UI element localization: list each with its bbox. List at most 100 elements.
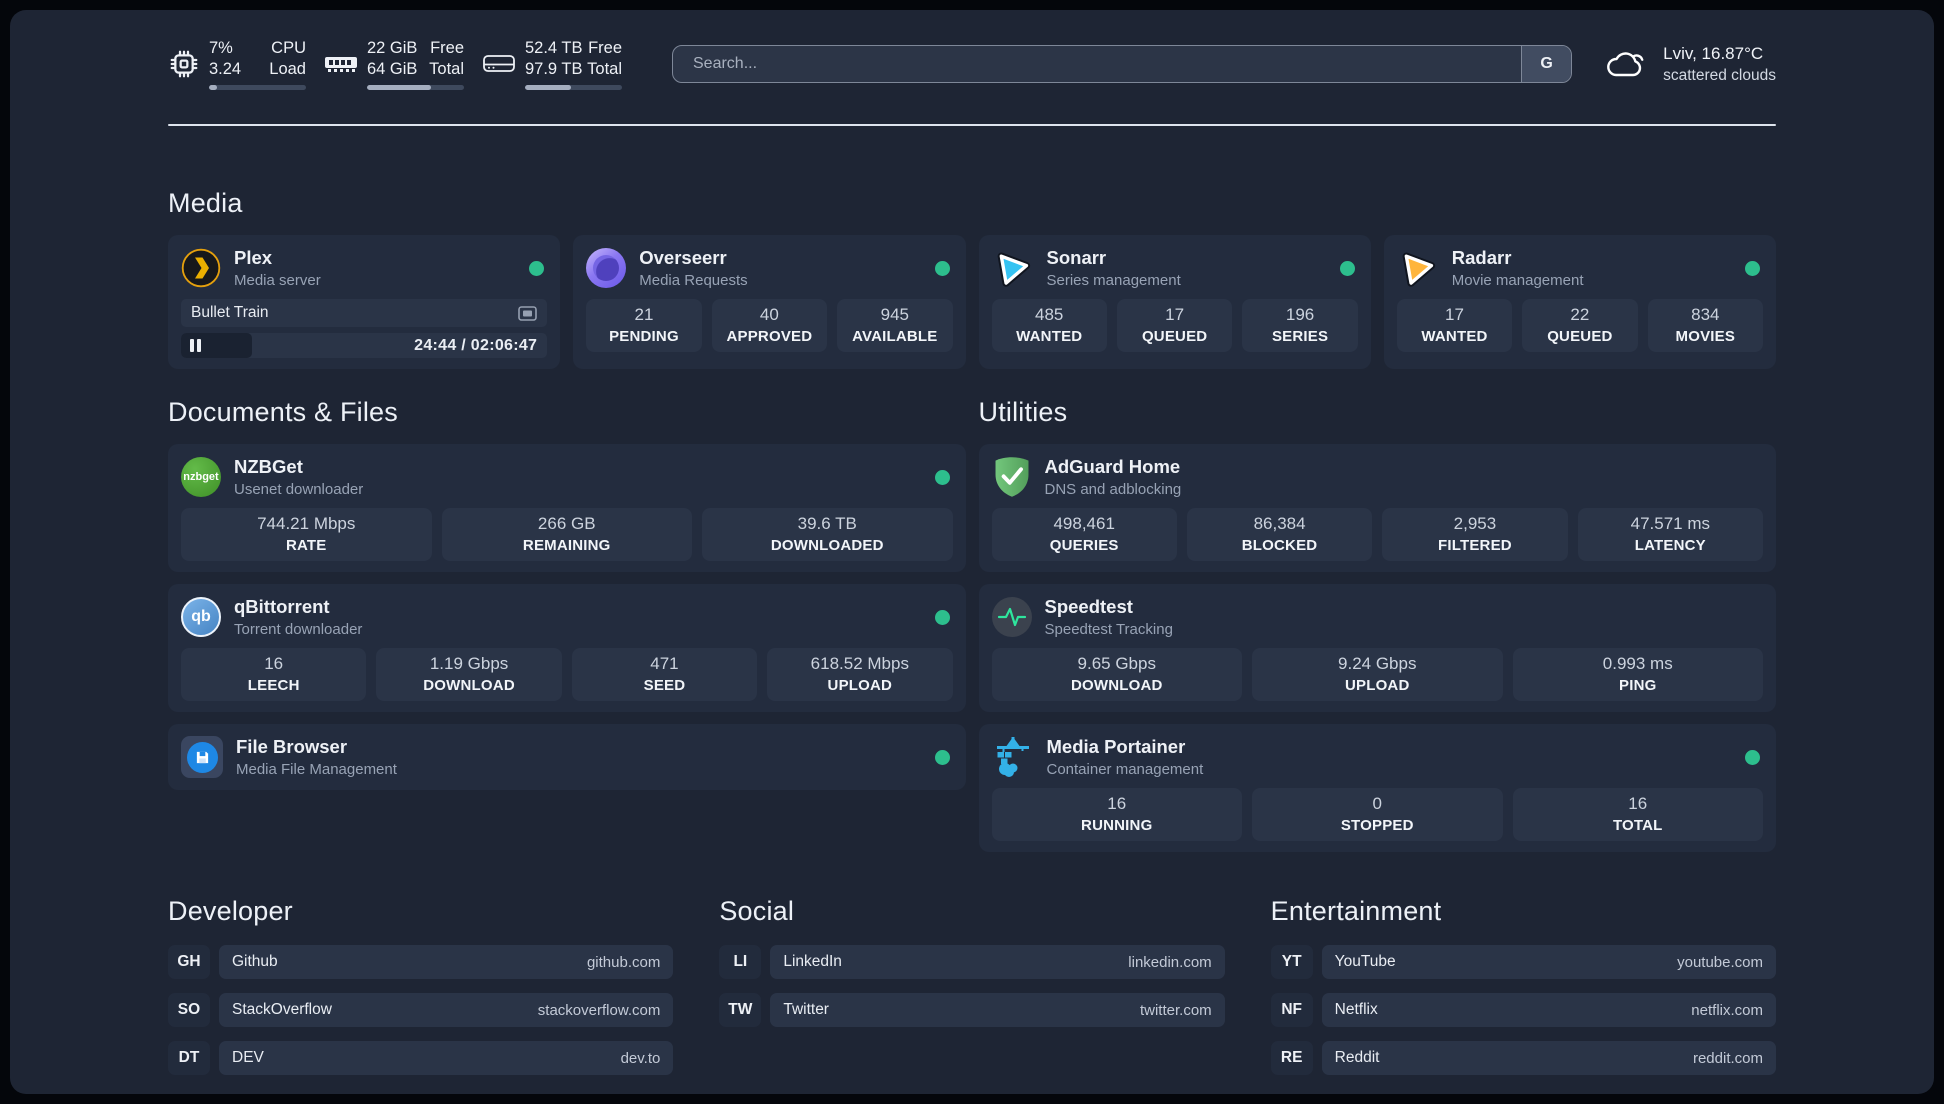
topbar-divider (168, 124, 1776, 126)
bookmark-name: LinkedIn (783, 953, 842, 970)
status-dot (1339, 260, 1355, 276)
app-card-filebrowser[interactable]: File Browser Media File Management (168, 724, 966, 790)
app-card-sonarr[interactable]: Sonarr Series management 485 WANTED 17 Q… (978, 235, 1371, 369)
bookmark-abbr[interactable]: RE (1270, 1041, 1313, 1075)
app-card-adguard[interactable]: AdGuard Home DNS and adblocking 498,461 … (978, 444, 1776, 572)
stat-tile: 618.52 Mbps UPLOAD (767, 648, 953, 701)
app-card-nzbget[interactable]: nzbget NZBGet Usenet downloader 744.21 M… (168, 444, 966, 572)
stat-tile: 0 STOPPED (1252, 788, 1503, 841)
app-name: Radarr (1451, 247, 1512, 269)
bookmark-reddit[interactable]: RE Reddit reddit.com (1270, 1041, 1776, 1075)
search-engine-button[interactable]: G (1521, 46, 1572, 82)
stat-tile: 744.21 Mbps RATE (181, 508, 432, 561)
status-dot (934, 469, 950, 485)
bookmark-twitter[interactable]: TW Twitter twitter.com (719, 993, 1225, 1027)
status-dot (934, 609, 950, 625)
app-card-radarr[interactable]: Radarr Movie management 17 WANTED 22 QUE… (1383, 235, 1776, 369)
section-title-social: Social (719, 896, 795, 926)
app-description: Series management (1046, 271, 1181, 289)
app-card-qbittorrent[interactable]: qb qBittorrent Torrent downloader 16 LEE… (168, 584, 966, 712)
memory-progress-bar (367, 85, 464, 91)
app-name: NZBGet (234, 456, 303, 478)
app-description: Torrent downloader (234, 620, 363, 638)
stat-tile: 16 RUNNING (991, 788, 1242, 841)
entertainment-section: Entertainment YT YouTube youtube.com NF … (1270, 896, 1776, 1075)
now-playing-title-bar: Bullet Train (181, 299, 548, 327)
bookmark-github[interactable]: GH Github github.com (168, 945, 674, 979)
search-input[interactable] (673, 55, 1522, 73)
cpu-progress-bar (209, 85, 306, 91)
bookmark-url: stackoverflow.com (537, 1001, 661, 1019)
stat-tile: 17 WANTED (1396, 299, 1513, 352)
stat-tile: 498,461 QUERIES (991, 508, 1177, 561)
app-name: Sonarr (1046, 247, 1107, 269)
app-description: Container management (1046, 760, 1204, 778)
sonarr-icon (992, 247, 1034, 289)
developer-section: Developer GH Github github.com SO StackO… (168, 896, 674, 1075)
bookmark-netflix[interactable]: NF Netflix netflix.com (1270, 993, 1776, 1027)
section-title-entertainment: Entertainment (1270, 896, 1442, 926)
app-description: Media server (234, 271, 321, 289)
stat-tile: 16 LEECH (181, 648, 367, 701)
status-dot (934, 260, 950, 276)
disk-values: 52.4 TB 97.9 TB (525, 38, 583, 78)
bookmark-youtube[interactable]: YT YouTube youtube.com (1270, 945, 1776, 979)
memory-icon (324, 52, 358, 76)
status-dot (934, 749, 950, 765)
app-description: Movie management (1451, 271, 1584, 289)
disk-widget: 52.4 TB 97.9 TB Free Total (482, 38, 622, 91)
search-bar: G (672, 45, 1573, 83)
memory-widget: 22 GiB 64 GiB Free Total (324, 38, 464, 91)
disk-progress-bar (525, 85, 622, 91)
bookmark-abbr[interactable]: LI (719, 945, 762, 979)
weather-condition: scattered clouds (1663, 66, 1776, 84)
section-title-media: Media (168, 188, 243, 218)
media-section: Plex Media server Bullet Train 24:44 / 0… (168, 235, 1776, 369)
qbittorrent-icon: qb (181, 597, 221, 637)
disk-icon (482, 51, 516, 77)
stat-tile: 40 APPROVED (711, 299, 828, 352)
stat-tile: 86,384 BLOCKED (1186, 508, 1373, 561)
bookmark-url: reddit.com (1692, 1049, 1763, 1067)
filebrowser-icon (181, 736, 223, 778)
stat-tile: 16 TOTAL (1512, 788, 1763, 841)
app-description: Usenet downloader (234, 480, 364, 498)
stat-tile: 39.6 TB DOWNLOADED (702, 508, 953, 561)
disk-labels: Free Total (587, 38, 622, 78)
app-name: AdGuard Home (1044, 456, 1181, 478)
nzbget-icon: nzbget (181, 457, 221, 497)
bookmark-url: twitter.com (1139, 1001, 1212, 1019)
bookmark-abbr[interactable]: YT (1270, 945, 1313, 979)
stat-tile: 945 AVAILABLE (837, 299, 953, 352)
bookmark-abbr[interactable]: TW (719, 993, 762, 1027)
app-card-plex[interactable]: Plex Media server Bullet Train 24:44 / 0… (168, 235, 561, 369)
app-card-speedtest[interactable]: Speedtest Speedtest Tracking 9.65 Gbps D… (978, 584, 1776, 712)
stat-tile: 47.571 ms LATENCY (1577, 508, 1763, 561)
cpu-widget: 7% 3.24 CPU Load (168, 38, 306, 91)
bookmark-stackoverflow[interactable]: SO StackOverflow stackoverflow.com (168, 993, 674, 1027)
now-playing-title: Bullet Train (191, 304, 269, 321)
bookmark-abbr[interactable]: GH (168, 945, 210, 979)
app-description: Media File Management (236, 760, 397, 778)
adguard-icon (992, 456, 1032, 498)
section-title-documents: Documents & Files (168, 397, 398, 427)
bookmark-url: dev.to (620, 1049, 661, 1067)
bookmark-name: YouTube (1334, 953, 1396, 970)
cpu-values: 7% 3.24 (209, 38, 242, 78)
bookmark-dev[interactable]: DT DEV dev.to (168, 1041, 674, 1075)
app-description: Speedtest Tracking (1044, 620, 1173, 638)
utilities-section: AdGuard Home DNS and adblocking 498,461 … (978, 444, 1776, 852)
stat-tile: 834 MOVIES (1647, 299, 1764, 352)
bookmark-linkedin[interactable]: LI LinkedIn linkedin.com (719, 945, 1225, 979)
app-card-overseerr[interactable]: Overseerr Media Requests 21 PENDING 40 A… (573, 235, 966, 369)
app-name: Speedtest (1044, 596, 1133, 618)
section-title-utilities: Utilities (978, 397, 1068, 427)
bookmark-abbr[interactable]: SO (168, 993, 210, 1027)
bookmark-abbr[interactable]: DT (168, 1041, 210, 1075)
bookmark-url: github.com (586, 953, 661, 971)
app-card-portainer[interactable]: Media Portainer Container management 16 … (978, 724, 1776, 852)
now-playing-progress-bar[interactable]: 24:44 / 02:06:47 (181, 333, 548, 358)
documents-section: nzbget NZBGet Usenet downloader 744.21 M… (168, 444, 966, 790)
bookmark-abbr[interactable]: NF (1270, 993, 1313, 1027)
pause-button[interactable] (190, 339, 201, 352)
